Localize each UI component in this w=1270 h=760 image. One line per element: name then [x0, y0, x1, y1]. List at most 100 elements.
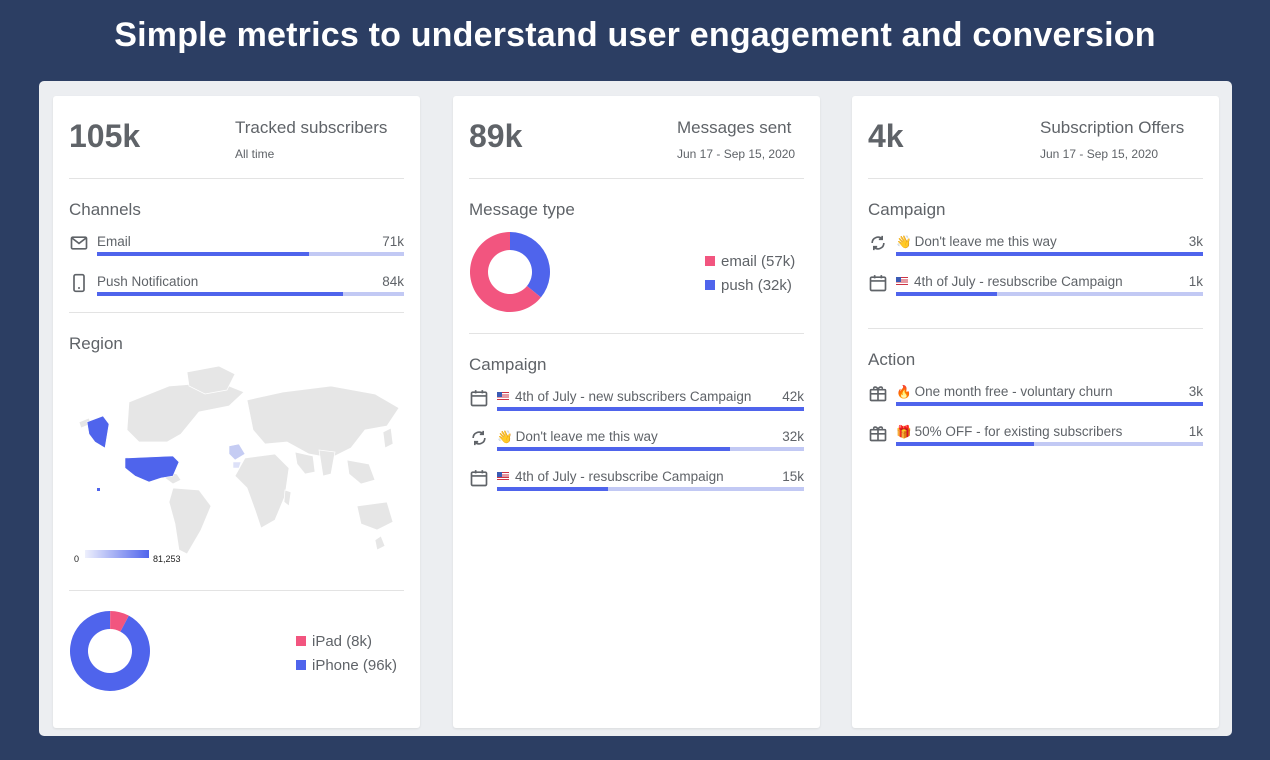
- action-label: One month free - voluntary churn: [914, 384, 1113, 399]
- us-flag-icon: [497, 392, 509, 400]
- alaska-region[interactable]: [86, 415, 110, 449]
- messages-period: Jun 17 - Sep 15, 2020: [677, 147, 796, 161]
- eurasia-land: [246, 385, 400, 459]
- message-type-legend: email (57k) push (32k): [705, 250, 795, 298]
- message-type-slice-0[interactable]: [510, 232, 550, 298]
- new-zealand-land: [374, 535, 386, 551]
- action-bar-fill: [896, 402, 1203, 406]
- channel-bar-fill: [97, 252, 309, 256]
- divider: [868, 328, 1203, 329]
- usa-region[interactable]: [124, 455, 180, 483]
- channel-bar-track: [97, 252, 404, 256]
- action-bar-track: [896, 442, 1203, 446]
- campaign-bar-fill: [497, 407, 804, 411]
- legend-label: iPad (8k): [312, 633, 373, 650]
- calendar-icon: [868, 273, 888, 293]
- australia-land: [356, 501, 394, 531]
- campaign-title: Campaign: [469, 355, 547, 374]
- campaign-row[interactable]: 4th of July - new subscribers Campaign 4…: [469, 387, 804, 413]
- campaign-bar-track: [497, 407, 804, 411]
- region-title: Region: [69, 334, 123, 353]
- divider: [69, 590, 404, 591]
- channel-value: 84k: [382, 274, 404, 289]
- hawaii-region[interactable]: [97, 488, 100, 491]
- southeast-asia-land: [346, 459, 376, 485]
- offer-campaign-row[interactable]: 4th of July - resubscribe Campaign 1k: [868, 272, 1203, 298]
- action-value: 1k: [1188, 424, 1203, 439]
- page-headline: Simple metrics to understand user engage…: [114, 16, 1156, 54]
- message-type-title: Message type: [469, 200, 575, 219]
- gift-icon: [868, 423, 888, 443]
- channel-row-push[interactable]: Push Notification 84k: [69, 272, 404, 298]
- action-bar-track: [896, 402, 1203, 406]
- campaign-bar-track: [896, 252, 1203, 256]
- legend-swatch: [296, 660, 306, 670]
- present-icon: 🎁: [896, 424, 912, 439]
- madagascar-land: [283, 489, 292, 507]
- campaign-value: 3k: [1188, 234, 1203, 249]
- campaign-row[interactable]: 4th of July - resubscribe Campaign 15k: [469, 467, 804, 493]
- subscribers-period: All time: [235, 147, 275, 161]
- scale-max-label: 81,253: [153, 554, 181, 564]
- legend-item-ipad: iPad (8k): [296, 630, 397, 654]
- legend-item-push: push (32k): [705, 274, 795, 298]
- device-legend: iPad (8k) iPhone (96k): [296, 630, 397, 678]
- us-flag-icon: [497, 472, 509, 480]
- device-slice-0[interactable]: [70, 611, 150, 691]
- campaign-row[interactable]: 👋 Don't leave me this way 32k: [469, 427, 804, 453]
- subscribers-total: 105k: [69, 118, 141, 154]
- gift-icon: [868, 383, 888, 403]
- waving-hand-icon: 👋: [896, 234, 912, 249]
- action-row[interactable]: 🎁 50% OFF - for existing subscribers 1k: [868, 422, 1203, 448]
- campaign-value: 15k: [782, 469, 804, 484]
- offers-total: 4k: [868, 118, 904, 154]
- subscribers-card: 105k Tracked subscribers All time Channe…: [53, 96, 420, 728]
- calendar-icon: [469, 468, 489, 488]
- campaign-label: 4th of July - resubscribe Campaign: [515, 469, 724, 484]
- refresh-icon: [868, 233, 888, 253]
- map-color-scale: [85, 550, 149, 558]
- channel-bar-track: [97, 292, 404, 296]
- channel-bar-fill: [97, 292, 343, 296]
- action-row[interactable]: 🔥 One month free - voluntary churn 3k: [868, 382, 1203, 408]
- device-donut-chart[interactable]: [69, 610, 151, 692]
- legend-swatch: [705, 280, 715, 290]
- calendar-icon: [469, 388, 489, 408]
- action-title: Action: [868, 350, 916, 369]
- subscribers-title: Tracked subscribers: [235, 118, 388, 137]
- channel-label: Push Notification: [97, 274, 199, 289]
- legend-item-email: email (57k): [705, 250, 795, 274]
- south-america-land: [168, 487, 212, 555]
- offers-period: Jun 17 - Sep 15, 2020: [1040, 147, 1159, 161]
- legend-label: push (32k): [721, 277, 792, 294]
- japan-land: [382, 427, 394, 449]
- divider: [469, 333, 804, 334]
- us-flag-icon: [896, 277, 908, 285]
- device-slice-1[interactable]: [110, 611, 129, 632]
- divider: [69, 178, 404, 179]
- west-africa-region[interactable]: [232, 461, 242, 469]
- europe-region[interactable]: [228, 443, 246, 461]
- action-label: 50% OFF - for existing subscribers: [914, 424, 1123, 439]
- message-type-donut-chart[interactable]: [469, 231, 551, 313]
- messages-card: 89k Messages sent Jun 17 - Sep 15, 2020 …: [453, 96, 820, 728]
- campaign-bar-track: [497, 447, 804, 451]
- arabia-land: [294, 451, 316, 475]
- legend-label: iPhone (96k): [312, 657, 398, 674]
- offer-campaign-row[interactable]: 👋 Don't leave me this way 3k: [868, 232, 1203, 258]
- campaign-value: 42k: [782, 389, 804, 404]
- campaign-label: Don't leave me this way: [515, 429, 658, 444]
- north-america-land: [126, 381, 245, 443]
- world-map[interactable]: [69, 364, 404, 574]
- waving-hand-icon: 👋: [497, 429, 513, 444]
- divider: [469, 178, 804, 179]
- campaign-bar-track: [497, 487, 804, 491]
- message-type-slice-1[interactable]: [470, 232, 541, 312]
- refresh-icon: [469, 428, 489, 448]
- channel-label: Email: [97, 234, 131, 249]
- campaign-bar-track: [896, 292, 1203, 296]
- campaign-value: 32k: [782, 429, 804, 444]
- channels-title: Channels: [69, 200, 141, 219]
- divider: [69, 312, 404, 313]
- channel-row-email[interactable]: Email 71k: [69, 232, 404, 258]
